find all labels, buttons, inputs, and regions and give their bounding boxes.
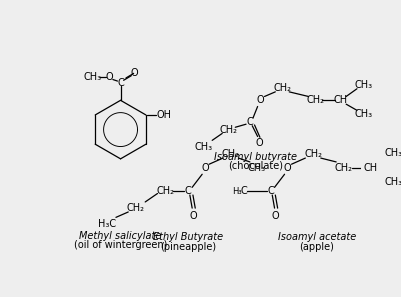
Text: CH₂: CH₂: [156, 186, 174, 196]
Text: O: O: [130, 68, 138, 78]
Text: Ethyl Butyrate: Ethyl Butyrate: [153, 232, 223, 242]
Text: C: C: [240, 186, 247, 196]
Text: CH₂: CH₂: [306, 95, 324, 105]
Text: (apple): (apple): [299, 242, 334, 252]
Text: Isoamyl acetate: Isoamyl acetate: [277, 232, 355, 242]
Text: C: C: [267, 186, 273, 196]
Text: CH₃: CH₃: [354, 80, 372, 90]
Text: CH₃: CH₃: [354, 109, 372, 119]
Text: CH₂: CH₂: [127, 203, 145, 213]
Text: CH: CH: [363, 163, 377, 173]
Text: CH: CH: [333, 95, 347, 105]
Text: O: O: [201, 163, 209, 173]
Text: C: C: [184, 186, 191, 196]
Text: H₃: H₃: [231, 187, 241, 196]
Text: CH₃: CH₃: [194, 141, 212, 151]
Text: C: C: [246, 117, 253, 127]
Text: C: C: [117, 78, 124, 89]
Text: CH₂: CH₂: [273, 83, 291, 93]
Text: O: O: [271, 211, 278, 221]
Text: CH₃: CH₃: [83, 72, 101, 82]
Text: O: O: [283, 163, 291, 173]
Text: CH₂: CH₂: [221, 149, 239, 159]
Text: CH₃: CH₃: [384, 148, 401, 158]
Text: CH₂: CH₂: [219, 124, 237, 135]
Text: O: O: [188, 211, 196, 221]
Text: CH₂: CH₂: [303, 149, 321, 159]
Text: CH₃: CH₃: [246, 163, 265, 173]
Text: Methyl salicylate: Methyl salicylate: [79, 231, 161, 241]
Text: H₃C: H₃C: [97, 219, 115, 228]
Text: OH: OH: [156, 110, 172, 120]
Text: O: O: [106, 72, 113, 82]
Text: O: O: [256, 95, 264, 105]
Text: O: O: [255, 138, 262, 148]
Text: (chocolate): (chocolate): [227, 161, 282, 171]
Text: (pineapple): (pineapple): [160, 242, 216, 252]
Text: Isoamyl butyrate: Isoamyl butyrate: [213, 151, 296, 162]
Text: CH₂: CH₂: [334, 163, 352, 173]
Text: (oil of wintergreen): (oil of wintergreen): [74, 240, 167, 250]
Text: CH₃: CH₃: [384, 177, 401, 187]
